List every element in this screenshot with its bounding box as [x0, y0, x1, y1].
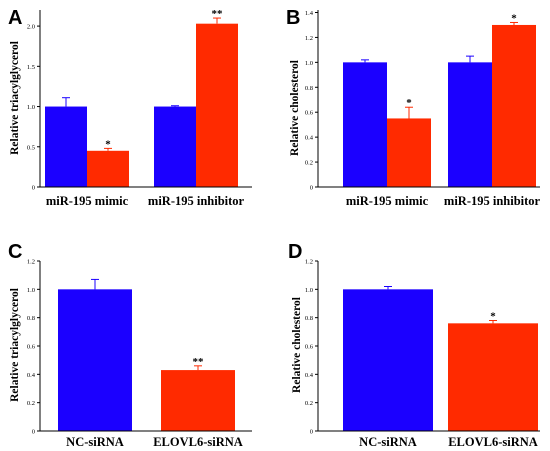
y-axis-label: Relative cholesterol — [289, 60, 301, 156]
y-tick-label: 0.2 — [27, 400, 35, 407]
y-tick-label: 1.4 — [305, 10, 314, 17]
bar — [492, 24, 536, 187]
y-tick-label: 1.0 — [27, 104, 35, 111]
y-tick-label: 1.2 — [305, 259, 313, 266]
y-tick-label: 0.4 — [305, 135, 314, 142]
bar — [161, 370, 235, 431]
y-tick-label: 0.5 — [27, 144, 35, 151]
bar — [448, 62, 492, 187]
x-category-label: miR-195 mimic — [46, 194, 129, 208]
panel-letter-b: B — [286, 7, 300, 29]
y-tick-label: 1.2 — [305, 35, 313, 42]
y-tick-label: 1.5 — [27, 64, 35, 71]
bar — [448, 323, 538, 431]
x-category-label: NC-siRNA — [359, 435, 417, 449]
y-tick-label: 1.2 — [27, 259, 35, 266]
y-tick-label: 0.6 — [305, 110, 314, 117]
panel-a: A Relative triacylglycerol miR-195 mimic… — [8, 7, 252, 208]
x-category-label: ELOVL6-siRNA — [448, 435, 538, 449]
y-axis-label: Relative triacylglycerol — [9, 41, 21, 155]
y-tick-label: 0 — [32, 429, 35, 436]
y-tick-label: 0.8 — [27, 315, 35, 322]
x-category-label: miR-195 mimic — [346, 194, 429, 208]
significance-label: * — [490, 311, 496, 323]
bar — [387, 118, 431, 187]
y-tick-label: 0.8 — [305, 315, 313, 322]
y-tick-label: 0 — [310, 429, 313, 436]
bar — [87, 150, 129, 187]
panel-letter-c: C — [8, 241, 22, 263]
y-tick-label: 0.6 — [305, 344, 314, 351]
x-category-label: miR-195 inhibitor — [148, 194, 245, 208]
significance-label: * — [105, 138, 111, 150]
y-tick-label: 2.0 — [27, 24, 35, 31]
y-tick-label: 0.2 — [305, 160, 313, 167]
bar — [154, 106, 196, 187]
significance-label: ** — [193, 356, 205, 368]
y-tick-label: 0.4 — [305, 372, 314, 379]
y-tick-label: 0.4 — [27, 372, 36, 379]
bar — [343, 289, 433, 431]
bar — [343, 62, 387, 187]
bar — [196, 23, 238, 187]
y-tick-label: 0.8 — [305, 85, 313, 92]
significance-label: ** — [212, 8, 224, 20]
y-tick-label: 0 — [310, 185, 313, 192]
y-tick-label: 1.0 — [305, 287, 313, 294]
x-category-label: miR-195 inhibitor — [444, 194, 541, 208]
y-tick-label: 0 — [32, 185, 35, 192]
panel-d: D Relative cholesterol NC-siRNA ELOVL6-s… — [288, 241, 540, 449]
significance-label: * — [406, 97, 412, 109]
y-tick-label: 0.2 — [305, 400, 313, 407]
panel-c: C Relative triacylglycerol NC-siRNA ELOV… — [8, 241, 252, 449]
bar — [45, 106, 87, 187]
bar — [58, 289, 132, 431]
y-tick-label: 1.0 — [305, 60, 313, 67]
panel-letter-d: D — [288, 241, 302, 263]
significance-label: * — [511, 12, 517, 24]
y-axis-label: Relative triacylglycerol — [9, 288, 21, 402]
panel-b: B Relative cholesterol miR-195 mimic miR… — [286, 7, 541, 208]
y-tick-label: 1.0 — [27, 287, 35, 294]
panel-letter-a: A — [8, 7, 22, 29]
x-category-label: ELOVL6-siRNA — [153, 435, 243, 449]
x-category-label: NC-siRNA — [66, 435, 124, 449]
y-axis-label: Relative cholesterol — [291, 297, 303, 393]
y-tick-label: 0.6 — [27, 344, 36, 351]
